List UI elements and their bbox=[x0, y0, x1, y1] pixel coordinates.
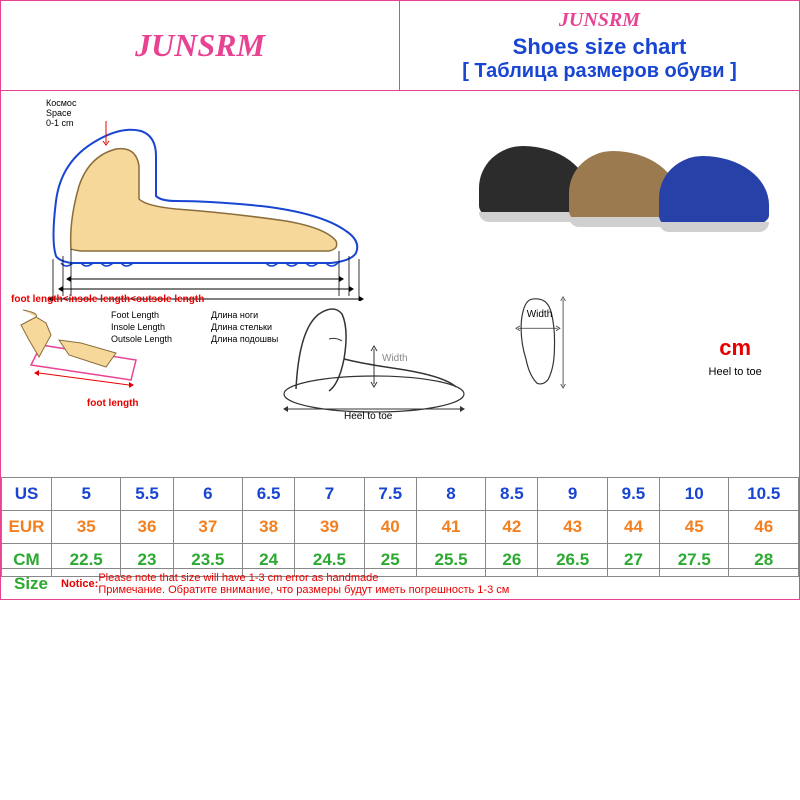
size-row-label: US bbox=[2, 478, 52, 511]
size-cell: 10.5 bbox=[729, 478, 799, 511]
shoe-product-photos bbox=[479, 106, 779, 256]
foot-measure-diagram: foot length<insole length<outsole length… bbox=[1, 289, 224, 424]
svg-text:Width: Width bbox=[382, 353, 408, 364]
svg-text:Heel to toe: Heel to toe bbox=[344, 411, 393, 419]
size-cell: 9 bbox=[538, 478, 607, 511]
size-cell: 5.5 bbox=[121, 478, 173, 511]
footprint-diagram: Width bbox=[512, 289, 672, 424]
size-cell: 8.5 bbox=[486, 478, 538, 511]
foot-width-diagram: Width Heel to toe bbox=[224, 289, 511, 424]
size-cell: 9.5 bbox=[607, 478, 659, 511]
size-cell: 39 bbox=[295, 511, 364, 544]
size-cell: 35 bbox=[52, 511, 121, 544]
size-chart-table: US55.566.577.588.599.51010.5 EUR353637383… bbox=[1, 477, 799, 577]
brand-logo-right: JUNSRM bbox=[559, 9, 640, 32]
size-cell: 6 bbox=[173, 478, 242, 511]
cm-unit-box: cm Heel to toe bbox=[671, 289, 799, 424]
size-cell: 41 bbox=[416, 511, 485, 544]
size-cell: 45 bbox=[660, 511, 729, 544]
size-cell: 38 bbox=[243, 511, 295, 544]
chart-subtitle: [ Таблица размеров обуви ] bbox=[462, 60, 737, 83]
size-cell: 6.5 bbox=[243, 478, 295, 511]
size-cell: 42 bbox=[486, 511, 538, 544]
size-cell: 7.5 bbox=[364, 478, 416, 511]
notice-row: Size Notice: Please note that size will … bbox=[1, 568, 799, 599]
shoe-cross-section-diagram bbox=[11, 101, 374, 301]
chart-title: Shoes size chart bbox=[513, 34, 687, 60]
size-cell: 43 bbox=[538, 511, 607, 544]
size-cell: 40 bbox=[364, 511, 416, 544]
size-cell: 8 bbox=[416, 478, 485, 511]
brand-logo-left: JUNSRM bbox=[135, 27, 265, 64]
size-cell: 36 bbox=[121, 511, 173, 544]
size-cell: 44 bbox=[607, 511, 659, 544]
size-cell: 37 bbox=[173, 511, 242, 544]
size-cell: 10 bbox=[660, 478, 729, 511]
size-cell: 46 bbox=[729, 511, 799, 544]
size-row-label: EUR bbox=[2, 511, 52, 544]
size-cell: 7 bbox=[295, 478, 364, 511]
size-cell: 5 bbox=[52, 478, 121, 511]
